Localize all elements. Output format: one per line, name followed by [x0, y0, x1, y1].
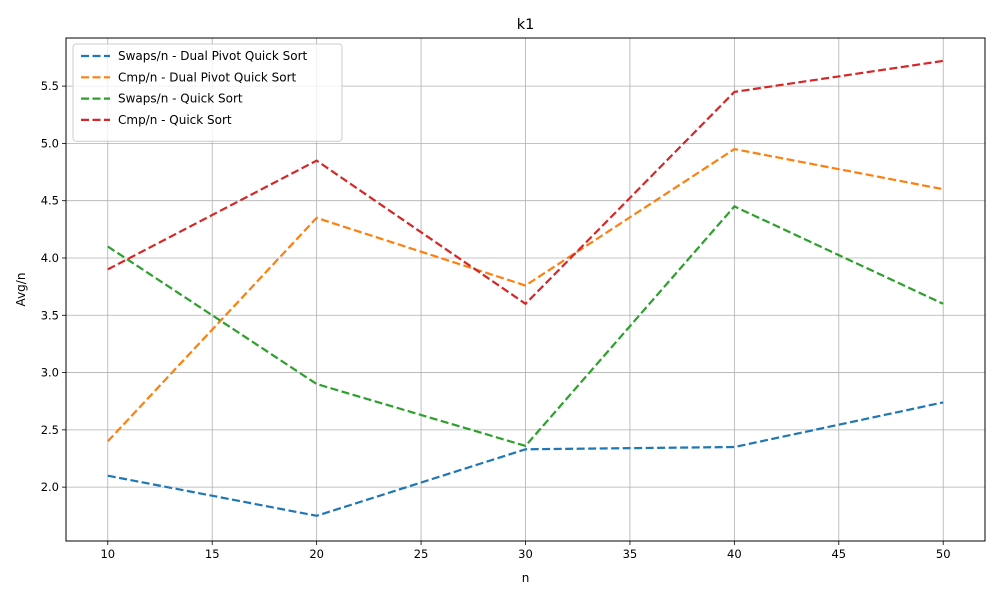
legend-label: Cmp/n - Dual Pivot Quick Sort [118, 70, 297, 84]
x-tick-label: 10 [100, 547, 115, 561]
x-axis-ticks: 10 15 20 25 30 35 40 45 50 [100, 541, 951, 561]
legend: Swaps/n - Dual Pivot Quick Sort Cmp/n - D… [72, 43, 343, 142]
y-tick-label: 3.5 [41, 308, 59, 322]
x-tick-label: 25 [414, 547, 429, 561]
legend-box [72, 43, 343, 142]
y-tick-label: 5.0 [41, 136, 59, 150]
grid-lines [66, 38, 985, 541]
y-tick-label: 3.0 [41, 366, 59, 380]
series-lines [106, 59, 944, 517]
legend-label: Cmp/n - Quick Sort [118, 113, 232, 127]
series-line-2 [106, 147, 944, 443]
y-tick-label: 4.0 [41, 251, 59, 265]
y-axis-label: Avg/n [14, 273, 28, 307]
legend-label: Swaps/n - Dual Pivot Quick Sort [118, 49, 308, 63]
x-tick-label: 45 [831, 547, 846, 561]
x-tick-label: 50 [936, 547, 951, 561]
series-line-3 [107, 205, 944, 448]
x-axis-label: n [522, 571, 530, 585]
x-tick-label: 30 [518, 547, 533, 561]
x-tick-label: 35 [623, 547, 638, 561]
series-line-1 [107, 401, 944, 517]
y-tick-label: 2.5 [41, 423, 59, 437]
legend-label: Swaps/n - Quick Sort [118, 92, 243, 106]
x-tick-label: 40 [727, 547, 742, 561]
series-line-4 [107, 59, 944, 306]
chart-title: k1 [517, 17, 535, 33]
y-tick-label: 2.0 [41, 480, 59, 494]
y-tick-label: 4.5 [41, 194, 59, 208]
x-tick-label: 20 [309, 547, 324, 561]
y-axis-ticks: 2.0 2.5 3.0 3.5 4.0 4.5 5.0 5.5 [41, 79, 66, 494]
y-tick-label: 5.5 [41, 79, 59, 93]
x-tick-label: 15 [205, 547, 220, 561]
